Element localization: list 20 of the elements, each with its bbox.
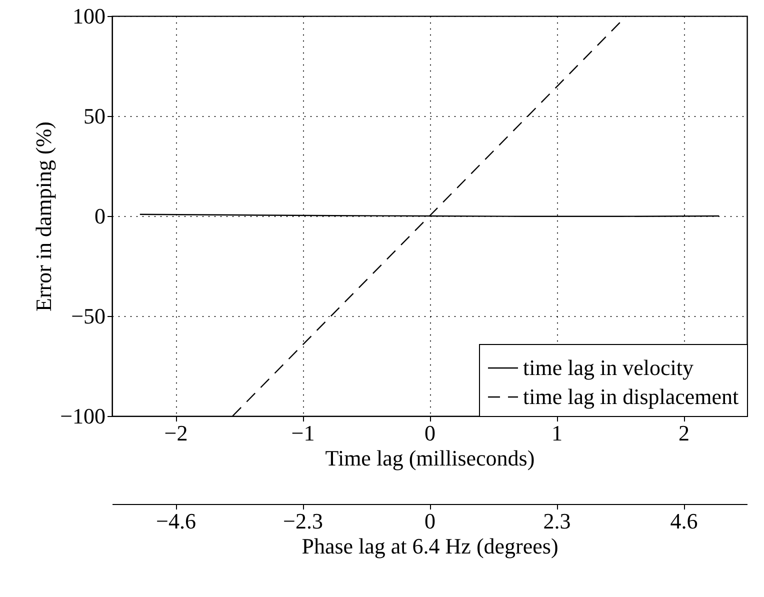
x2-tick-label: −2.3 [283, 508, 323, 534]
x-tick-label: 2 [678, 420, 690, 446]
y-tick-label: −100 [60, 404, 106, 428]
x-tick-label: −2 [164, 420, 188, 446]
x2-tick-label: 0 [424, 508, 436, 534]
x-tick-label: 0 [424, 420, 436, 446]
x2-axis-title: Phase lag at 6.4 Hz (degrees) [302, 534, 558, 558]
legend-label: time lag in velocity [523, 355, 694, 380]
x2-tick-label: 4.6 [670, 508, 698, 534]
x-tick-label: 1 [552, 420, 562, 446]
y-tick-label: 0 [94, 204, 106, 228]
y-axis-title: Error in damping (%) [31, 122, 56, 312]
x-tick-label: −1 [291, 420, 315, 446]
y-tick-label: 100 [72, 4, 106, 28]
x-axis-title: Time lag (milliseconds) [325, 446, 535, 470]
x2-tick-label: −4.6 [156, 508, 196, 534]
y-tick-label: 50 [84, 104, 106, 128]
x2-tick-label: 2.3 [543, 508, 571, 534]
legend-label: time lag in displacement [523, 384, 739, 409]
y-tick-label: −50 [71, 304, 106, 328]
